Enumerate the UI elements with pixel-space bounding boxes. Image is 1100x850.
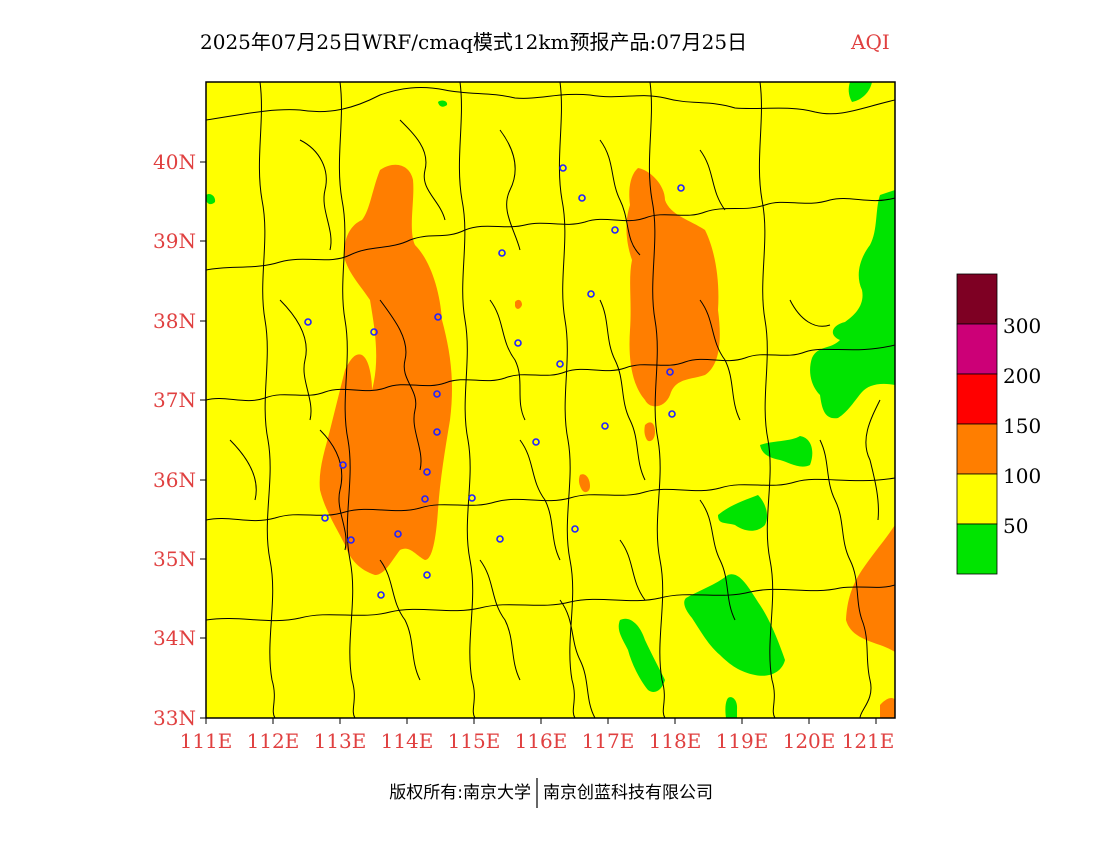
lat-tick-label: 33N	[153, 706, 196, 730]
city-marker	[668, 410, 676, 418]
legend-swatch-very-unhealthy	[956, 323, 998, 375]
lon-tick-label: 116E	[515, 729, 568, 753]
lon-tick-label: 115E	[448, 729, 501, 753]
city-marker	[666, 368, 674, 376]
lat-tick-label: 34N	[153, 626, 196, 650]
legend-swatch-moderate	[956, 473, 998, 525]
lon-tick-marks	[205, 718, 877, 724]
legend-label: 150	[1003, 414, 1041, 438]
legend-swatch-hazardous	[956, 273, 998, 325]
lon-tick-label: 117E	[582, 729, 635, 753]
city-marker	[611, 226, 619, 234]
aqi-green-region-shandong	[718, 495, 768, 531]
map-variable-label: AQI	[850, 30, 890, 54]
lon-tick-labels: 111E 112E 113E 114E 115E 116E 117E 118E …	[180, 729, 895, 753]
lon-tick-label: 114E	[381, 729, 434, 753]
city-marker	[394, 530, 402, 538]
city-marker	[601, 422, 609, 430]
footer-copyright: 版权所有:南京大学	[389, 783, 531, 803]
aqi-orange-spot-3	[515, 299, 522, 309]
aqi-moderate-background	[206, 82, 895, 718]
aqi-orange-region-north-plain	[626, 168, 720, 407]
city-marker	[532, 438, 540, 446]
aqi-green-region-east-coast	[810, 190, 895, 419]
legend-label: 100	[1003, 464, 1041, 488]
lat-tick-labels: 40N 39N 38N 37N 36N 35N 34N 33N	[153, 150, 196, 730]
lon-tick-label: 111E	[180, 729, 233, 753]
lon-tick-label: 120E	[783, 729, 836, 753]
city-marker	[496, 535, 504, 543]
city-marker	[304, 318, 312, 326]
city-markers	[304, 164, 685, 599]
lon-tick-label: 112E	[247, 729, 300, 753]
city-marker	[423, 468, 431, 476]
legend-label: 200	[1003, 364, 1041, 388]
legend-swatch-usg	[956, 423, 998, 475]
aqi-orange-spot-4	[880, 697, 895, 718]
city-marker	[559, 164, 567, 172]
city-marker	[433, 390, 441, 398]
lat-tick-label: 39N	[153, 229, 196, 253]
city-marker	[421, 495, 429, 503]
aqi-green-region-jiangsu	[684, 574, 785, 676]
lat-tick-label: 36N	[153, 468, 196, 492]
aqi-orange-spot-2	[578, 474, 590, 493]
city-marker	[347, 536, 355, 544]
administrative-boundaries	[206, 82, 895, 718]
aqi-green-region-anhui	[618, 618, 665, 692]
aqi-orange-spot-1	[644, 422, 655, 442]
aqi-orange-region-west	[319, 164, 453, 575]
lat-tick-label: 38N	[153, 309, 196, 333]
legend-swatch-unhealthy	[956, 373, 998, 425]
city-marker	[677, 184, 685, 192]
aqi-green-region-northeast	[848, 82, 872, 102]
map-title: 2025年07月25日WRF/cmaq模式12km预报产品:07月25日	[200, 30, 747, 54]
city-marker	[433, 428, 441, 436]
aqi-green-spot-2	[206, 193, 216, 205]
legend-label: 300	[1003, 314, 1041, 338]
lon-tick-label: 121E	[842, 729, 895, 753]
city-marker	[571, 525, 579, 533]
aqi-green-spot-3	[438, 100, 448, 107]
city-marker	[434, 313, 442, 321]
lat-tick-label: 37N	[153, 388, 196, 412]
aqi-color-legend: 300 200 150 100 50	[956, 273, 1041, 575]
lat-tick-marks	[200, 161, 206, 719]
legend-swatch-good	[956, 523, 998, 575]
legend-label: 50	[1003, 514, 1028, 538]
map-plot-area	[206, 82, 895, 718]
lat-tick-label: 35N	[153, 547, 196, 571]
aqi-green-region-bohai	[760, 436, 813, 467]
city-marker	[556, 360, 564, 368]
city-marker	[370, 328, 378, 336]
lon-tick-label: 113E	[314, 729, 367, 753]
city-marker	[423, 571, 431, 579]
city-marker	[587, 290, 595, 298]
footer-company: 南京创蓝科技有限公司	[543, 783, 713, 803]
city-marker	[339, 461, 347, 469]
city-marker	[578, 194, 586, 202]
lat-tick-label: 40N	[153, 150, 196, 174]
city-marker	[377, 591, 385, 599]
city-marker	[468, 494, 476, 502]
aqi-orange-region-southeast	[846, 525, 895, 652]
city-marker	[498, 249, 506, 257]
city-marker	[321, 514, 329, 522]
aqi-green-spot-1	[725, 697, 738, 718]
lon-tick-label: 119E	[716, 729, 769, 753]
lon-tick-label: 118E	[649, 729, 702, 753]
city-marker	[514, 339, 522, 347]
